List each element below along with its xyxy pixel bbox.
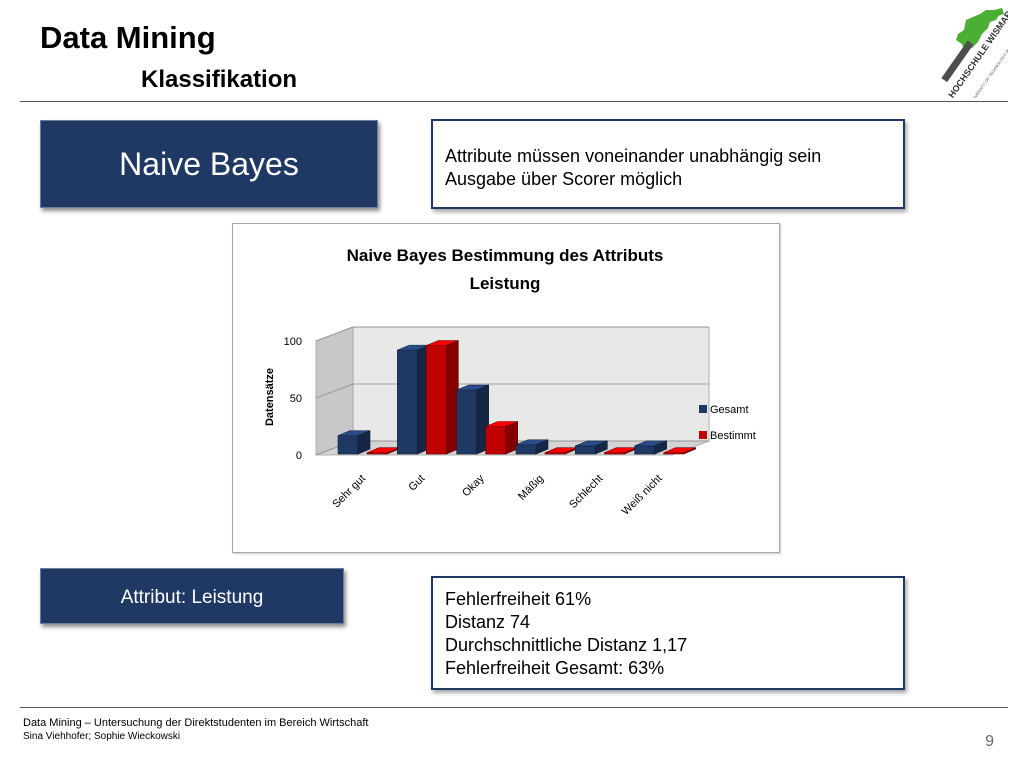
footer-divider (20, 707, 1008, 708)
bar-gesamt (515, 444, 537, 455)
bar-gesamt (634, 445, 655, 455)
y-tick-label: 100 (284, 336, 302, 348)
footer-text: Data Mining – Untersuchung der Direktstu… (23, 717, 369, 729)
bar-gesamt-side (654, 440, 667, 455)
method-label: Naive Bayes (119, 145, 299, 182)
bar-gesamt (397, 349, 418, 455)
footer-authors: Sina Viehhofer; Sophie Wieckowski (23, 731, 181, 742)
legend-swatch (699, 431, 707, 439)
gridline (315, 383, 709, 399)
attribute-box: Attribut: Leistung (40, 568, 344, 624)
chart-title: Naive Bayes Bestimmung des Attributs (347, 246, 664, 265)
legend-label: Gesamt (710, 404, 749, 416)
slide-title: Data Mining (40, 20, 216, 55)
bar-gesamt-side (535, 439, 549, 455)
result-line: Fehlerfreiheit 61% (445, 589, 592, 609)
gridline (315, 326, 709, 342)
x-tick-label: Weiß nicht (620, 473, 665, 518)
bar-chart: Naive Bayes Bestimmung des Attributs Leis… (264, 246, 756, 518)
x-tick-label: Gut (406, 473, 427, 494)
x-tick-label: Mäßig (516, 473, 546, 503)
bar-bestimmt-side (683, 447, 696, 455)
page-number: 9 (985, 733, 994, 750)
header-divider (20, 101, 1008, 102)
method-box: Naive Bayes (40, 120, 378, 208)
bar-gesamt-side (595, 440, 608, 455)
slide-subtitle: Klassifikation (141, 66, 298, 93)
bar-gesamt (337, 435, 359, 455)
legend-swatch (699, 405, 707, 413)
info-line: Ausgabe über Scorer möglich (445, 169, 683, 189)
bar-gesamt-side (357, 430, 371, 455)
x-tick-label: Okay (460, 472, 487, 499)
x-tick-label: Schlecht (567, 473, 605, 511)
result-line: Distanz 74 (445, 612, 531, 632)
result-line: Fehlerfreiheit Gesamt: 63% (445, 658, 665, 678)
x-tick-label: Sehr gut (330, 473, 368, 511)
chart-title: Leistung (470, 274, 541, 293)
bar-bestimmt (426, 345, 447, 455)
y-tick-label: 50 (290, 393, 302, 405)
bar-gesamt (575, 445, 596, 455)
attribute-label: Attribut: Leistung (120, 587, 264, 608)
result-line: Durchschnittliche Distanz 1,17 (445, 635, 688, 655)
bar-bestimmt (485, 426, 506, 455)
y-axis-title: Datensätze (264, 368, 276, 426)
info-box-requirements: Attribute müssen voneinander unabhängig … (431, 119, 905, 209)
y-tick-label: 0 (296, 450, 302, 462)
legend-label: Bestimmt (710, 430, 756, 442)
bar-gesamt (456, 389, 477, 455)
hochschule-wismar-logo-icon: HOCHSCHULE WISMAR UNIVERSITY OF TECHNOLO… (941, 8, 1008, 98)
info-box-results: Fehlerfreiheit 61% Distanz 74 Durchschni… (431, 576, 905, 690)
info-line: Attribute müssen voneinander unabhängig … (445, 146, 822, 166)
